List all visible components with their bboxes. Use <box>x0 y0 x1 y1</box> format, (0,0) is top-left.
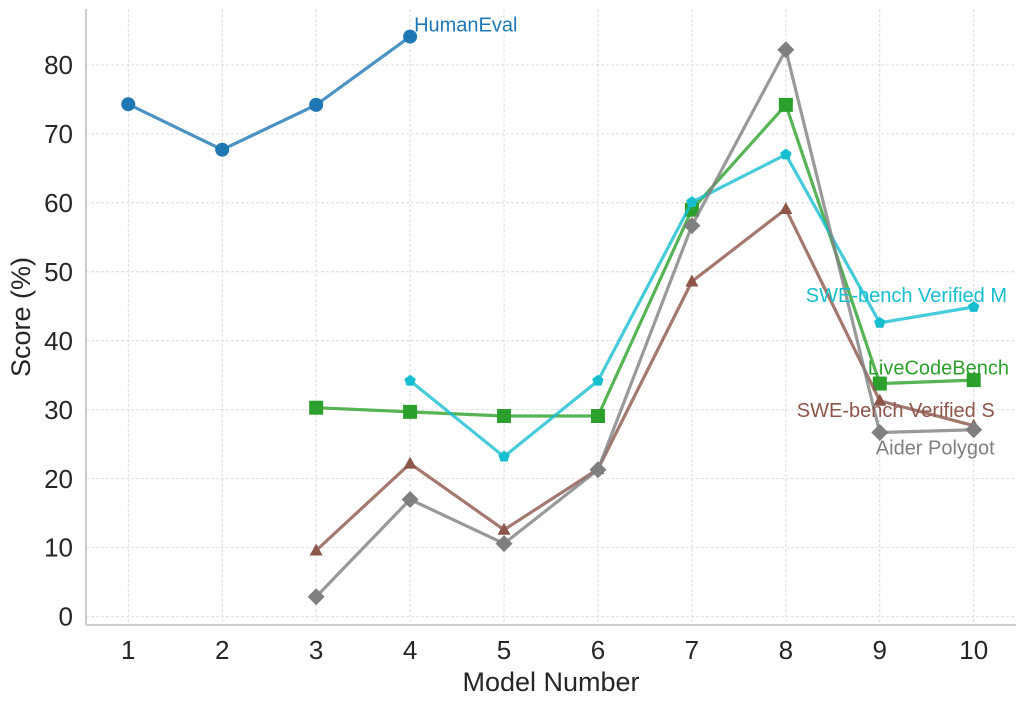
diamond-marker <box>777 41 795 59</box>
circle-marker <box>309 97 324 112</box>
x-tick-label: 1 <box>121 635 135 665</box>
square-marker <box>403 404 418 419</box>
y-tick-label: 40 <box>44 326 73 356</box>
x-tick-label: 7 <box>685 635 699 665</box>
series-swe-bench-verified-m <box>404 148 980 462</box>
triangle-marker <box>779 202 793 215</box>
diamond-marker <box>307 588 325 606</box>
x-tick-label: 3 <box>309 635 323 665</box>
x-tick-label: 10 <box>959 635 988 665</box>
series-line <box>316 103 974 418</box>
x-tick-label: 5 <box>497 635 511 665</box>
x-tick-labels: 1 2 3 4 5 6 7 8 9 10 <box>121 635 988 665</box>
pentagon-marker <box>968 300 980 312</box>
series-label: SWE-bench Verified S <box>797 400 995 422</box>
square-marker <box>590 408 605 423</box>
diamond-marker <box>495 535 513 553</box>
x-tick-label: 9 <box>873 635 887 665</box>
y-tick-label: 20 <box>44 464 73 494</box>
y-tick-label: 10 <box>44 533 73 563</box>
series-line <box>127 35 412 152</box>
pentagon-marker <box>780 148 792 160</box>
series-label: LiveCodeBench <box>868 358 1009 380</box>
series-livecodebench <box>309 97 981 423</box>
x-tick-label: 6 <box>591 635 605 665</box>
series-labels: HumanEval LiveCodeBench SWE-bench Verified… <box>414 15 1009 460</box>
x-tick-label: 2 <box>215 635 229 665</box>
pentagon-marker <box>874 316 886 328</box>
square-marker <box>966 373 981 388</box>
diamond-marker <box>589 461 607 479</box>
y-tick-label: 60 <box>44 188 73 218</box>
y-axis-label: Score (%) <box>6 257 36 377</box>
triangle-marker <box>497 522 511 535</box>
y-tick-label: 70 <box>44 119 73 149</box>
triangle-marker <box>309 543 323 556</box>
triangle-marker <box>685 274 699 287</box>
series-label: SWE-bench Verified M <box>806 285 1007 307</box>
series-group <box>121 29 983 606</box>
pentagon-marker <box>404 374 416 386</box>
triangle-marker <box>403 456 417 469</box>
circle-marker <box>403 29 418 44</box>
y-tick-label: 0 <box>59 602 73 632</box>
square-marker <box>872 376 887 391</box>
square-marker <box>497 408 512 423</box>
series-aider-polygot <box>307 41 983 606</box>
diamond-marker <box>965 421 983 439</box>
pentagon-marker <box>686 196 698 208</box>
x-tick-label: 8 <box>779 635 793 665</box>
pentagon-marker <box>498 450 510 462</box>
grid <box>86 9 1016 625</box>
circle-marker <box>215 142 230 157</box>
pentagon-marker <box>592 374 604 386</box>
triangle-marker <box>873 393 887 406</box>
diamond-marker <box>683 217 701 235</box>
series-humaneval <box>121 29 418 157</box>
x-tick-label: 4 <box>403 635 417 665</box>
y-tick-label: 50 <box>44 257 73 287</box>
square-marker <box>309 400 324 415</box>
y-tick-label: 80 <box>44 50 73 80</box>
square-marker <box>778 97 793 112</box>
series-line <box>315 48 974 598</box>
series-label: HumanEval <box>414 15 517 37</box>
axes <box>85 9 1016 626</box>
diamond-marker <box>401 490 419 508</box>
y-tick-label: 30 <box>44 395 73 425</box>
y-tick-labels: 0 10 20 30 40 50 60 70 80 <box>44 50 73 632</box>
diamond-marker <box>871 424 889 442</box>
x-axis-label: Model Number <box>462 667 639 697</box>
series-label: Aider Polygot <box>876 438 995 460</box>
circle-marker <box>121 97 136 112</box>
